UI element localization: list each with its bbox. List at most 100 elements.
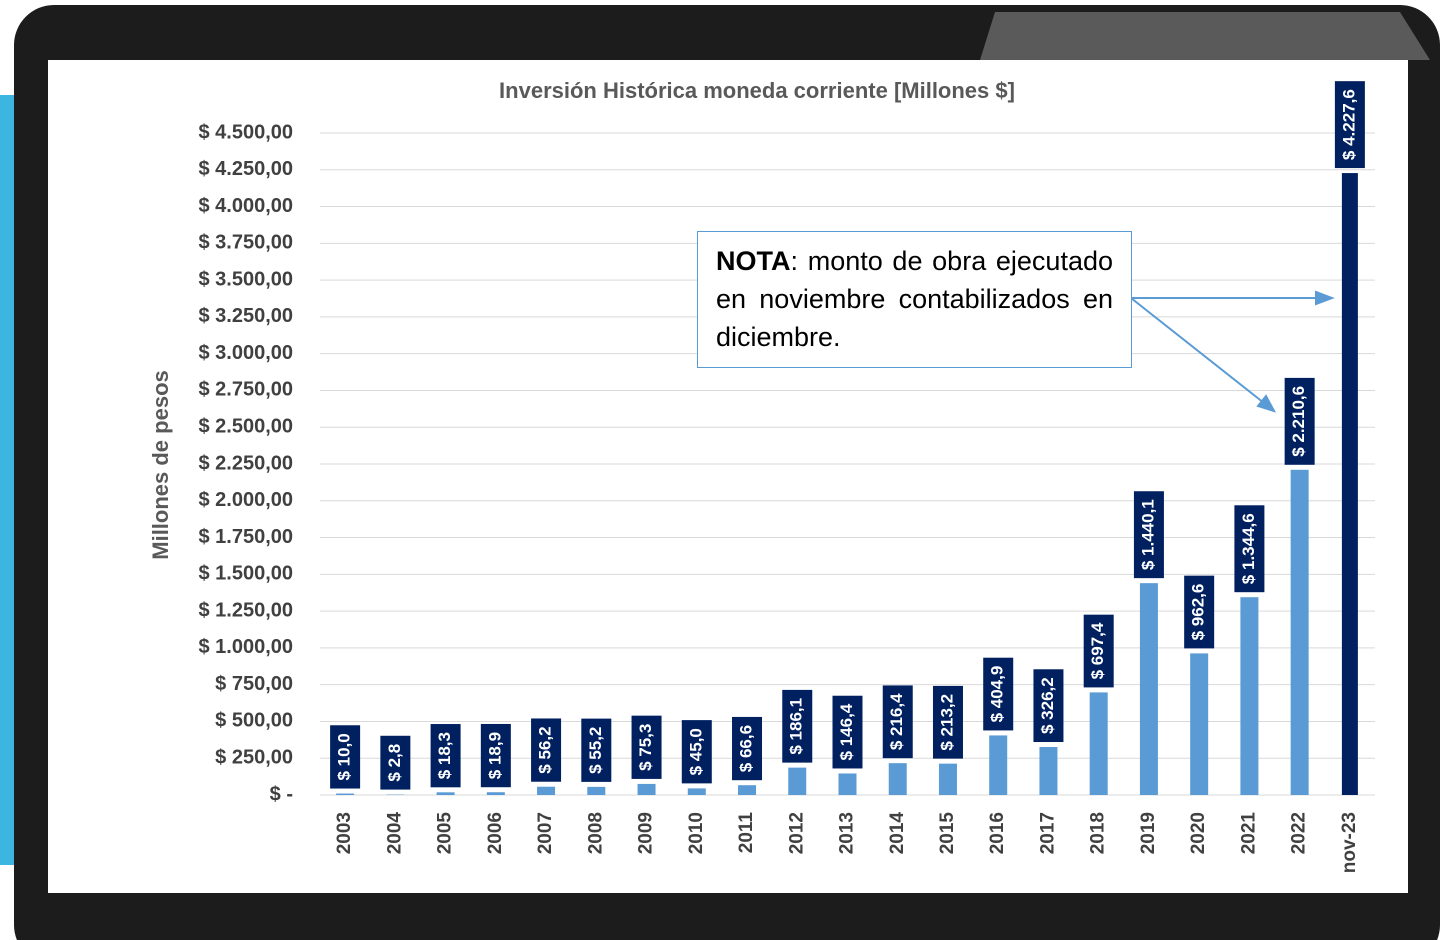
y-tick-label: $ 3.500,00 [198,268,293,290]
value-label-box [681,720,712,784]
value-label-box [782,689,813,763]
value-label: $ 146,4 [837,703,856,760]
bar [1341,173,1358,795]
value-label: $ 1.440,1 [1138,499,1157,570]
y-tick-label: $ 750,00 [215,673,293,695]
note-bold: NOTA [716,246,791,276]
value-label-box [380,735,411,790]
bar [336,793,355,795]
bar [1039,747,1058,795]
value-label: $ 697,4 [1088,622,1107,679]
bar [486,792,505,795]
x-tick-label: 2014 [887,812,908,855]
value-label: $ 962,6 [1189,584,1208,641]
x-tick-label: 2009 [636,812,657,854]
note: NOTA: monto de obra ejecutado en noviemb… [697,231,1132,368]
value-label: $ 55,2 [586,727,605,774]
x-tick-label: 2018 [1088,812,1109,854]
y-tick-label: $ 1.250,00 [198,599,293,621]
arrow-head [1256,394,1277,413]
x-tick-label: 2015 [937,812,958,855]
value-label: $ 404,9 [988,666,1007,723]
y-tick-label: $ 4.000,00 [198,195,293,217]
y-tick-label: $ 500,00 [215,710,293,732]
y-tick-label: $ 2.250,00 [198,452,293,474]
arrow [1130,297,1265,404]
bars: $ 10,0 $ 2,8 $ 18,3 $ 18,9 $ 56,2 $ 55,2 $ 75,… [330,81,1365,795]
bar [587,786,606,795]
value-label-box [832,695,863,769]
x-tick-label: 2010 [686,812,707,854]
arrows [1130,290,1335,413]
value-label-box [631,715,662,779]
value-label-box [581,718,612,782]
bar [1240,597,1259,795]
x-tick-label: 2007 [535,812,556,854]
value-label: $ 216,4 [887,693,906,750]
value-label-box [480,723,511,788]
value-label: $ 2.210,6 [1289,386,1308,457]
note-text: : monto de obra ejecutado en noviembre c… [716,246,1113,352]
frame-highlight [980,12,1430,60]
arrow-head [1315,290,1335,306]
x-tick-label: 2008 [585,812,606,854]
value-label: $ 56,2 [536,726,555,773]
y-tick-label: $ 2.750,00 [198,379,293,401]
y-axis-label: Millones de pesos [148,370,173,560]
bar [1089,692,1108,795]
y-tick-label: $ 1.750,00 [198,526,293,548]
bar [788,767,807,795]
y-tick-label: $ 4.500,00 [198,121,293,143]
x-tick-label: 2006 [485,812,506,854]
bar [738,785,757,795]
screen [48,60,1408,893]
value-label-box [882,685,913,759]
value-label: $ 66,6 [737,725,756,772]
y-tick-label: $ 3.250,00 [198,305,293,327]
x-tick-label: 2019 [1138,812,1159,854]
x-tick-label: 2011 [736,812,757,854]
value-label: $ 213,2 [937,694,956,751]
y-tick-label: $ 1.500,00 [198,563,293,585]
x-tick-label: 2017 [1037,812,1058,854]
bar [537,786,556,795]
bar [436,792,455,795]
value-label: $ 326,2 [1038,677,1057,734]
value-label-box [531,718,562,782]
value-label-box [983,657,1014,731]
x-tick-label: 2012 [786,812,807,854]
bar [1290,469,1309,795]
value-label-box [932,685,963,759]
bar [687,788,706,795]
value-label-box [430,724,461,788]
x-tick-label: 2022 [1289,812,1310,854]
y-tick-label: $ 250,00 [215,747,293,769]
value-label-box [1184,575,1215,649]
y-tick-label: $ 4.250,00 [198,158,293,180]
y-tick-label: $ 1.000,00 [198,636,293,658]
value-label: $ 75,3 [636,724,655,771]
value-label: $ 18,3 [435,732,454,779]
value-label-box [1033,669,1064,743]
value-label-box [1133,491,1164,579]
value-label: $ 10,0 [335,733,354,780]
value-label: $ 186,1 [787,698,806,755]
x-tick-label: nov-23 [1339,812,1360,873]
y-tick-label: $ 2.000,00 [198,489,293,511]
y-tick-label: $ 3.000,00 [198,342,293,364]
x-tick-label: 2004 [384,812,405,855]
bar [989,735,1008,795]
value-label: $ 1.344,6 [1239,513,1258,584]
chart-title: Inversión Histórica moneda corriente [Mi… [499,78,1015,103]
bar [1139,583,1158,795]
value-label-box [330,725,361,789]
bar [938,763,957,795]
x-tick-label: 2005 [435,812,456,855]
x-tick-label: 2013 [837,812,858,854]
value-label-box [1083,614,1114,688]
value-label-box [732,716,763,781]
bar [1190,653,1209,795]
y-tick-label: $ - [270,783,293,805]
